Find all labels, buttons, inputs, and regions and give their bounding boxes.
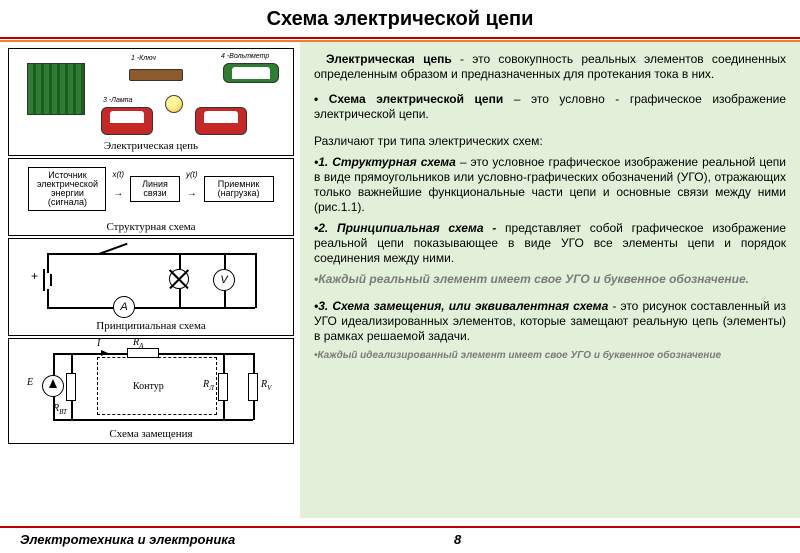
para-types-intro: Различают три типа электрических схем: (314, 134, 786, 149)
figure-principal: + V A Принципиальная схема (8, 238, 294, 336)
ammeter-symbol: A (113, 296, 135, 318)
footer-page-number: 8 (135, 532, 780, 547)
figure-structural: Источник электрической энергии (сигнала)… (8, 158, 294, 236)
battery-icon (27, 63, 85, 115)
page-title: Схема электрической цепи (0, 8, 800, 31)
figure-caption: Структурная схема (9, 219, 293, 235)
arrow-icon: → (113, 189, 123, 199)
voltmeter-icon (223, 63, 279, 83)
arrow-icon: → (187, 189, 197, 199)
para-scheme-def: • Схема электрической цепи – это условно… (314, 92, 786, 122)
fig1-label: 3 -Лампа (103, 97, 132, 104)
label-Rvt: RВТ (53, 403, 67, 416)
para-principal: •2. Принципиальная схема - представляет … (314, 221, 786, 266)
ammeter-icon (101, 107, 153, 135)
para-principal-note: •Каждый реальный элемент имеет свое УГО … (314, 272, 786, 287)
plus-icon: + (31, 269, 38, 283)
resistor-rv-icon (248, 373, 258, 401)
rule-red (0, 37, 800, 39)
para-structural: •1. Структурная схема – это условное гра… (314, 155, 786, 215)
switch-icon (129, 69, 183, 81)
label-E: E (27, 377, 33, 388)
label-Rv: RV (261, 379, 271, 392)
fig1-label: 1 -Ключ (131, 55, 156, 62)
resistor-rl-icon (218, 373, 228, 401)
label-Rl: RЛ (203, 379, 214, 392)
text-panel: Электрическая цепь - это совокупность ре… (300, 42, 800, 518)
signal-label: y(t) (186, 170, 198, 179)
resistor-rvt-icon (66, 373, 76, 401)
voltmeter-symbol: V (213, 269, 235, 291)
figure-physical-circuit: 1 -Ключ 4 -Вольтметр 3 -Лампа Электричес… (8, 48, 294, 156)
lamp-symbol-icon (169, 269, 189, 289)
figure-caption: Схема замещения (9, 426, 293, 442)
label-contour: Контур (133, 381, 164, 392)
block-load: Приемник (нагрузка) (204, 176, 274, 202)
para-definition: Электрическая цепь - это совокупность ре… (314, 52, 786, 82)
signal-label: x(t) (112, 170, 124, 179)
ammeter2-icon (195, 107, 247, 135)
bulb-icon (165, 95, 183, 113)
fig1-label: 4 -Вольтметр (221, 53, 269, 60)
figure-caption: Принципиальная схема (9, 318, 293, 334)
footer: Электротехника и электроника 8 (0, 526, 800, 553)
figure-caption: Электрическая цепь (9, 138, 293, 154)
para-equivalent-note: •Каждый идеализированный элемент имеет с… (314, 350, 786, 363)
source-arrow-icon (49, 379, 57, 388)
para-equivalent: •3. Схема замещения, или эквивалентная с… (314, 299, 786, 344)
content: 1 -Ключ 4 -Вольтметр 3 -Лампа Электричес… (0, 42, 800, 518)
block-source: Источник электрической энергии (сигнала) (28, 167, 106, 211)
block-line: Линия связи (130, 176, 180, 202)
current-arrow-icon (101, 350, 108, 356)
figures-column: 1 -Ключ 4 -Вольтметр 3 -Лампа Электричес… (0, 42, 300, 518)
label-I: I (97, 338, 100, 349)
title-bar: Схема электрической цепи (0, 0, 800, 37)
label-Ra: RA (133, 337, 143, 350)
figure-equivalent: E RВТ RA I Контур RЛ RV Схема замещения (8, 338, 294, 444)
